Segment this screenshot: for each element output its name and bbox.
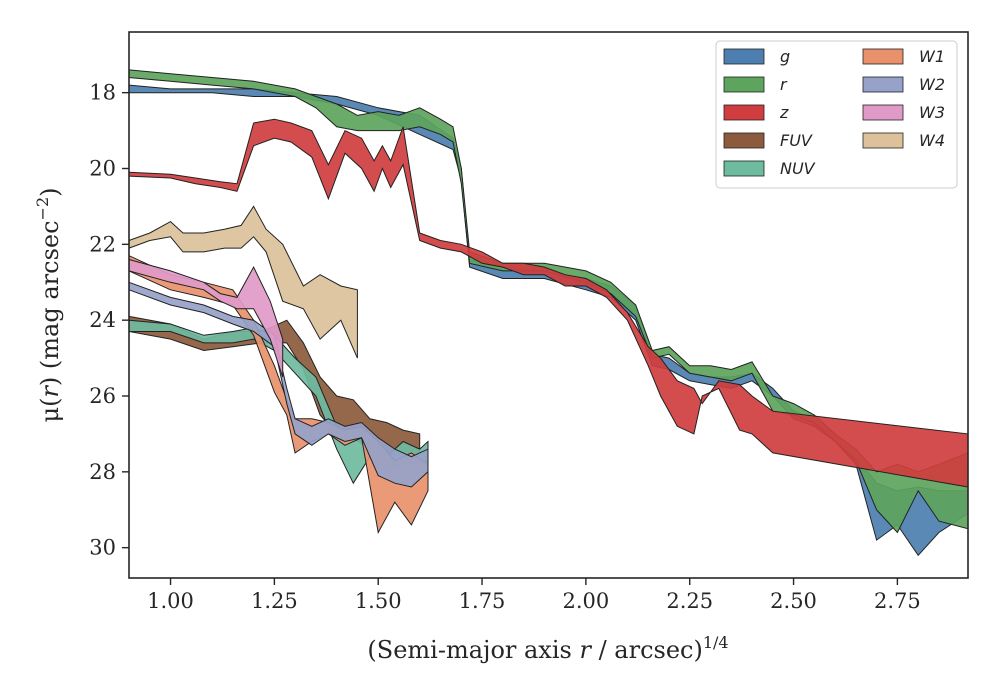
band-w4 [128,205,358,359]
legend-label-w4: W4 [919,131,945,150]
x-tick-label: 2.00 [562,589,609,613]
legend-swatch-nuv [723,160,765,177]
x-tick-label: 1.50 [355,589,402,613]
y-tick-label: 24 [89,308,116,332]
y-tick-label: 22 [89,232,116,256]
y-tick-label: 26 [89,384,116,408]
x-tick-label: 1.75 [459,589,506,613]
legend-label-w2: W2 [919,75,945,94]
legend-label-z: z [779,103,789,122]
legend-swatch-r [723,76,765,93]
legend-label-fuv: FUV [780,131,813,150]
y-tick-label: 20 [89,157,116,181]
legend-swatch-g [723,48,765,65]
band-w1 [128,254,429,534]
x-tick-label: 1.25 [251,589,298,613]
y-tick-label: 18 [89,81,116,105]
legend-label-g: g [780,47,790,66]
legend: grz FUV NUV W1 W2 W3 W4 [715,40,958,189]
band-w3 [128,258,284,378]
y-axis-label: μ(r) (mag arcsec−2) [33,187,64,422]
legend-swatch-z [723,104,765,121]
x-axis: 1.00 1.25 1.50 1.75 2.00 2.25 2.50 2.75 [147,578,921,613]
legend-swatch-w1 [862,48,904,65]
legend-label-w1: W1 [919,47,945,66]
y-axis: 18 20 22 24 26 28 30 [89,81,129,560]
legend-label-r: r [780,75,788,94]
y-tick-label: 30 [89,536,116,560]
legend-swatch-w2 [862,76,904,93]
y-tick-label: 28 [89,460,116,484]
plot-frame [128,31,969,579]
x-axis-label: (Semi-major axis r / arcsec)1/4 [367,633,728,664]
legend-swatch-w3 [862,104,904,121]
legend-label-nuv: NUV [780,159,816,178]
x-tick-label: 2.75 [874,589,921,613]
x-tick-label: 2.25 [666,589,713,613]
legend-swatch-fuv [723,132,765,149]
x-tick-label: 2.50 [770,589,817,613]
x-tick-label: 1.00 [147,589,194,613]
legend-label-w3: W3 [919,103,945,122]
legend-swatch-w4 [862,132,904,149]
